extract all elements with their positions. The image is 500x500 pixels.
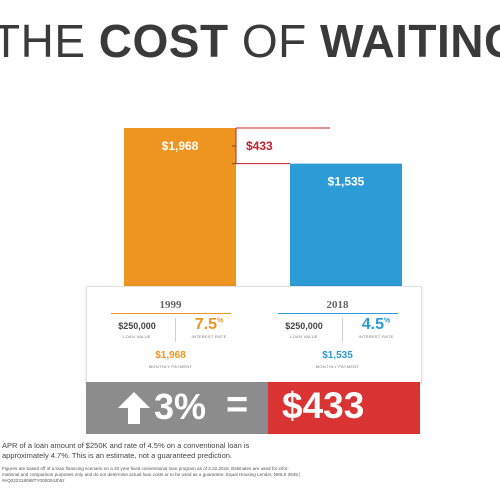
disclaimer-line: approximately 4.7%. This is an estimate,… [2, 451, 232, 460]
cost-banner: 3% = $433 [86, 382, 420, 434]
equals-sign: = [226, 384, 249, 426]
legal-line: Figures are based off of a loan financin… [2, 466, 289, 471]
title-cost: COST [98, 15, 229, 67]
monthly-payment: $1,968 [155, 350, 186, 361]
rate-separator [342, 318, 343, 342]
monthly-payment-label: MONTHLY PAYMENT [148, 364, 193, 369]
comparison-1999: 1999 $250,000 LOAN VALUE 7.5% INTEREST R… [87, 287, 254, 383]
legal-disclaimer: Figures are based off of a loan financin… [2, 466, 498, 485]
legal-line: #eQ022318068TY000004Jh5z [2, 478, 65, 484]
bar-value-label: $1,968 [162, 139, 199, 153]
page-title: THE COST OF WAITING [0, 14, 500, 68]
cost-amount: $433 [282, 385, 365, 426]
interest-rate-unit: % [217, 317, 224, 325]
year-divider [278, 313, 398, 314]
interest-rate: 4.5% [346, 316, 406, 334]
interest-rate-label: INTEREST RATE [358, 334, 394, 339]
interest-rate: 7.5% [179, 316, 239, 334]
rate-separator [175, 318, 176, 342]
loan-value: $250,000 [118, 321, 156, 331]
interest-rate-value: 7.5 [194, 316, 217, 333]
legal-line: mational and comparison purposes only an… [2, 472, 301, 478]
bar-2018 [290, 163, 402, 290]
loan-value-label: LOAN VALUE [290, 334, 318, 339]
year-label: 1999 [159, 299, 182, 311]
comparison-panel: 1999 $250,000 LOAN VALUE 7.5% INTEREST R… [86, 286, 422, 384]
up-arrow-icon [118, 392, 150, 424]
banner-grey-section [86, 382, 268, 434]
title-of: OF [228, 15, 321, 67]
title-the: THE [0, 15, 99, 67]
apr-disclaimer: APR of a loan amount of $250K and rate o… [2, 441, 498, 461]
interest-rate-value: 4.5 [361, 316, 384, 333]
interest-rate-label: INTEREST RATE [191, 334, 227, 339]
rate-increase: 3% [154, 386, 207, 427]
interest-rate-unit: % [384, 317, 391, 325]
title-waiting: WAITING [320, 15, 500, 67]
bar-value-label: $1,535 [328, 175, 365, 189]
monthly-payment-label: MONTHLY PAYMENT [315, 364, 360, 369]
loan-value: $250,000 [285, 321, 323, 331]
year-divider [111, 313, 231, 314]
monthly-payment: $1,535 [322, 350, 353, 361]
comparison-2018: 2018 $250,000 LOAN VALUE 4.5% INTEREST R… [254, 287, 421, 383]
disclaimer-line: APR of a loan amount of $250K and rate o… [2, 441, 250, 450]
difference-label: $433 [246, 139, 273, 153]
banner-red-section [268, 382, 420, 434]
year-label: 2018 [326, 299, 349, 311]
loan-value-label: LOAN VALUE [123, 334, 151, 339]
bar-1999 [124, 128, 236, 290]
